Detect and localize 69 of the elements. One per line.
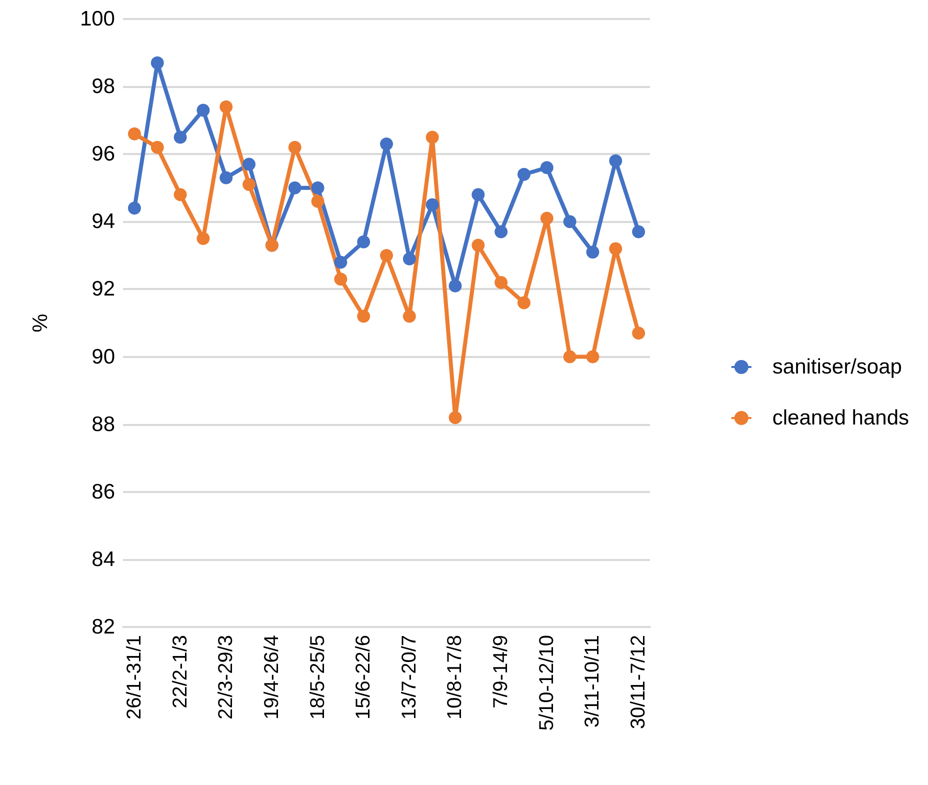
y-tick-label: 96 bbox=[92, 142, 115, 166]
x-tick-label: 19/4-26/4 bbox=[260, 635, 283, 720]
point bbox=[311, 194, 324, 208]
point bbox=[632, 225, 646, 238]
point bbox=[609, 242, 622, 256]
y-tick-label: 100 bbox=[80, 8, 115, 30]
x-tick-label: 13/7-20/7 bbox=[398, 635, 420, 720]
point bbox=[632, 326, 646, 340]
point bbox=[242, 158, 256, 171]
point bbox=[357, 310, 370, 323]
x-tick-label: 15/6-22/6 bbox=[352, 635, 375, 720]
point bbox=[334, 272, 348, 286]
point bbox=[563, 350, 576, 364]
point bbox=[311, 181, 324, 194]
point bbox=[242, 178, 256, 192]
y-tick-label: 82 bbox=[92, 616, 115, 638]
point bbox=[380, 248, 393, 262]
point bbox=[357, 235, 370, 248]
point bbox=[540, 161, 554, 174]
point bbox=[586, 350, 600, 364]
point bbox=[517, 296, 530, 310]
point bbox=[288, 181, 302, 194]
point bbox=[563, 215, 576, 228]
point bbox=[494, 225, 508, 238]
point bbox=[448, 279, 462, 292]
y-tick-label: 92 bbox=[92, 278, 115, 301]
point bbox=[609, 154, 622, 168]
x-tick-label: 10/8-17/8 bbox=[444, 635, 466, 720]
legend-label: sanitiser/soap bbox=[772, 356, 902, 378]
point bbox=[426, 198, 439, 212]
point bbox=[334, 256, 348, 269]
x-tick-label: 22/2-1/3 bbox=[169, 635, 192, 708]
point bbox=[586, 246, 600, 259]
point bbox=[448, 411, 462, 424]
x-tick-label: 3/11-10/11 bbox=[582, 635, 604, 728]
point bbox=[220, 100, 233, 114]
x-tick-label: 22/3-29/3 bbox=[215, 635, 238, 720]
point bbox=[517, 168, 530, 181]
point bbox=[426, 130, 439, 144]
x-tick-label: 30/11-7/12 bbox=[628, 635, 650, 730]
point bbox=[380, 137, 393, 150]
x-tick-label: 5/10-12/10 bbox=[536, 635, 558, 731]
point bbox=[472, 238, 485, 252]
point bbox=[472, 188, 485, 202]
point bbox=[540, 212, 554, 225]
x-tick-label: 7/9-14/9 bbox=[490, 635, 512, 708]
point bbox=[128, 127, 141, 140]
y-tick-label: 98 bbox=[92, 75, 115, 98]
point bbox=[288, 140, 302, 154]
point bbox=[174, 130, 187, 144]
point bbox=[402, 252, 416, 266]
y-tick-label: 84 bbox=[92, 548, 116, 571]
x-tick-label: 26/1-31/1 bbox=[123, 635, 146, 720]
y-tick-label: 94 bbox=[92, 210, 116, 234]
point bbox=[196, 232, 210, 246]
point bbox=[402, 310, 416, 323]
legend-label: cleaned hands bbox=[772, 406, 910, 430]
x-tick-label: 18/5-25/5 bbox=[306, 635, 329, 720]
point bbox=[174, 188, 187, 202]
point bbox=[494, 276, 508, 289]
point bbox=[128, 202, 141, 215]
y-tick-label: 86 bbox=[92, 480, 115, 504]
point bbox=[196, 104, 210, 117]
y-tick-label: 88 bbox=[92, 412, 115, 436]
point bbox=[150, 56, 164, 70]
y-axis-title: % bbox=[29, 314, 52, 332]
point bbox=[150, 140, 164, 154]
point bbox=[220, 171, 233, 184]
y-tick-label: 90 bbox=[92, 345, 115, 368]
